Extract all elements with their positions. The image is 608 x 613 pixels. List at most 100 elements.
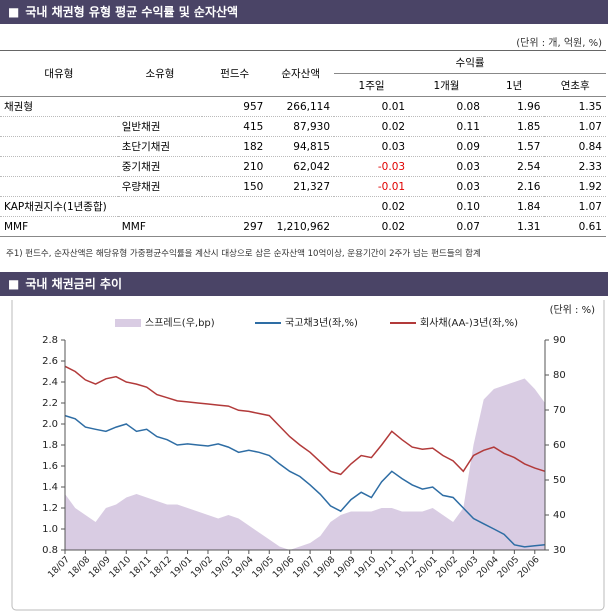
- x-tick-label: 20/01: [414, 555, 439, 580]
- y-tick-label: 2.8: [42, 335, 58, 346]
- table-cell: 0.03: [456, 180, 480, 193]
- y-tick-label: 0.8: [42, 545, 58, 556]
- x-tick-label: 19/09: [332, 555, 358, 581]
- footnote: 주1) 펀드수, 순자산액은 해당유형 가중평균수익률을 계산시 대상으로 삼은…: [6, 249, 481, 259]
- column-header: 연초후: [544, 73, 606, 97]
- column-header: 1년: [483, 73, 545, 97]
- table-cell: 우량채권: [121, 181, 161, 193]
- table-cell: 0.84: [578, 140, 602, 153]
- group-header: 수익률: [334, 50, 606, 74]
- table-cell: 415: [243, 120, 264, 133]
- table-cell: KAP채권지수(1년종합): [4, 201, 107, 213]
- table-cell: -0.01: [377, 180, 406, 193]
- y-tick-label: 1.2: [42, 503, 58, 514]
- table-cell: -0.03: [377, 160, 406, 173]
- chart-unit: (단위 : %): [550, 303, 596, 316]
- table-cell: 1.57: [517, 140, 541, 153]
- legend-swatch: [115, 319, 141, 327]
- table-cell: 0.09: [456, 140, 480, 153]
- rate-line: [64, 365, 546, 476]
- table-cell: 0.10: [456, 200, 480, 213]
- returns-table: 대유형 소유형 펀드수 순자산액 수익률 1주일 1개월 1년 연초후 채권형 957 266,114…: [0, 50, 606, 237]
- x-tick-label: 19/03: [210, 555, 235, 580]
- section-title: 국내 채권금리 추이: [25, 277, 123, 291]
- y2-tick-label: 90: [553, 335, 566, 346]
- chart-frame: [11, 300, 605, 611]
- table-cell: 1.96: [517, 100, 541, 113]
- table-cell: 1.84: [517, 200, 541, 213]
- table-cell: MMF: [0, 216, 118, 237]
- table-row: 우량채권 150 21,327 -0.01 0.03 2.16 1.92: [0, 176, 606, 197]
- x-tick-label: 18/08: [67, 555, 93, 581]
- y-tick-label: 2.0: [42, 419, 58, 430]
- section-title: 국내 채권형 유형 평균 수익률 및 순자산액: [25, 5, 239, 19]
- y2-tick-label: 80: [553, 370, 566, 381]
- table-cell: 1.07: [578, 120, 602, 133]
- table-cell: 1.85: [517, 120, 541, 133]
- table-cell: [267, 197, 334, 217]
- table-cell: 0.07: [409, 216, 484, 237]
- table-body: 채권형 957 266,114 0.01 0.08 1.96 1.35 일반채권 415 87,9…: [0, 96, 606, 237]
- header-row: 대유형 소유형 펀드수 순자산액 수익률: [0, 50, 606, 97]
- table-cell: 297: [202, 216, 268, 237]
- table-cell: [0, 137, 118, 157]
- y-tick-label: 1.4: [42, 482, 58, 493]
- x-tick-label: 18/10: [108, 555, 134, 581]
- column-header: 1개월: [409, 73, 484, 97]
- y2-tick-label: 60: [553, 440, 566, 451]
- table-row: 채권형 957 266,114 0.01 0.08 1.96 1.35: [0, 96, 606, 117]
- table-cell: 채권형: [4, 101, 33, 113]
- x-tick-label: 20/04: [475, 555, 501, 581]
- x-tick-label: 18/07: [46, 555, 71, 580]
- x-tick-label: 19/07: [292, 555, 317, 580]
- y-tick-label: 2.2: [42, 398, 58, 409]
- table-cell: 일반채권: [121, 121, 161, 133]
- legend-label: 스프레드(우,bp): [145, 317, 215, 329]
- x-tick-label: 19/08: [312, 555, 338, 581]
- x-tick-label: 20/02: [435, 555, 460, 580]
- legend-label: 회사채(AA-)3년(좌,%): [420, 317, 518, 329]
- chart: (단위 : %) 0.8 1.0 1.2 1.4 1.6 1.8 2.0 2.2 2.4 2.6 2…: [11, 300, 605, 611]
- y-tick-label: 1.0: [42, 524, 58, 535]
- table-cell: 94,815: [293, 140, 331, 153]
- table-cell: 21,327: [293, 180, 331, 193]
- table-cell: 0.03: [456, 160, 480, 173]
- table-cell: 2.54: [517, 160, 541, 173]
- table-cell: 0.01: [381, 100, 406, 113]
- table-row: 중기채권 210 62,042 -0.03 0.03 2.54 2.33: [0, 156, 606, 177]
- table-cell: 1.35: [578, 100, 602, 113]
- table-row: 초단기채권 182 94,815 0.03 0.09 1.57 0.84: [0, 136, 606, 157]
- table-cell: 2.33: [578, 160, 602, 173]
- x-tick-label: 20/03: [455, 555, 480, 580]
- table-cell: 0.02: [381, 200, 406, 213]
- table-cell: 0.08: [456, 100, 480, 113]
- y-tick-label: 1.8: [42, 440, 58, 451]
- table-cell: [202, 197, 267, 217]
- table-cell: [118, 197, 202, 217]
- table-cell: [118, 97, 202, 117]
- x-tick-label: 18/12: [149, 555, 174, 580]
- x-tick-label: 19/10: [353, 555, 379, 581]
- table-cell: MMF: [117, 216, 203, 237]
- unit-label: (단위 : 개, 억원, %): [516, 38, 602, 49]
- table-cell: 1,210,962: [267, 216, 335, 237]
- table-cell: 210: [243, 160, 264, 173]
- x-tick-label: 19/04: [230, 555, 256, 581]
- table-cell: 1.92: [578, 180, 602, 193]
- y2-tick-label: 50: [553, 475, 566, 486]
- table-row: 일반채권 415 87,930 0.02 0.11 1.85 1.07: [0, 116, 606, 137]
- rate-line: [64, 414, 546, 548]
- table-cell: [0, 177, 118, 197]
- table-row: MMF MMF 297 1,210,962 0.02 0.07 1.31 0.61: [0, 216, 606, 237]
- x-tick-label: 19/11: [373, 555, 398, 580]
- table-cell: 초단기채권: [121, 141, 171, 153]
- table-cell: 62,042: [293, 160, 331, 173]
- section-header: ■ 국내 채권형 유형 평균 수익률 및 순자산액: [0, 0, 608, 24]
- column-header: 순자산액: [267, 50, 335, 97]
- table-cell: 182: [243, 140, 264, 153]
- table-cell: 957: [243, 100, 264, 113]
- table-cell: 87,930: [293, 120, 331, 133]
- table-head: 대유형 소유형 펀드수 순자산액 수익률 1주일 1개월 1년 연초후: [0, 50, 606, 97]
- y2-tick-label: 30: [553, 545, 566, 556]
